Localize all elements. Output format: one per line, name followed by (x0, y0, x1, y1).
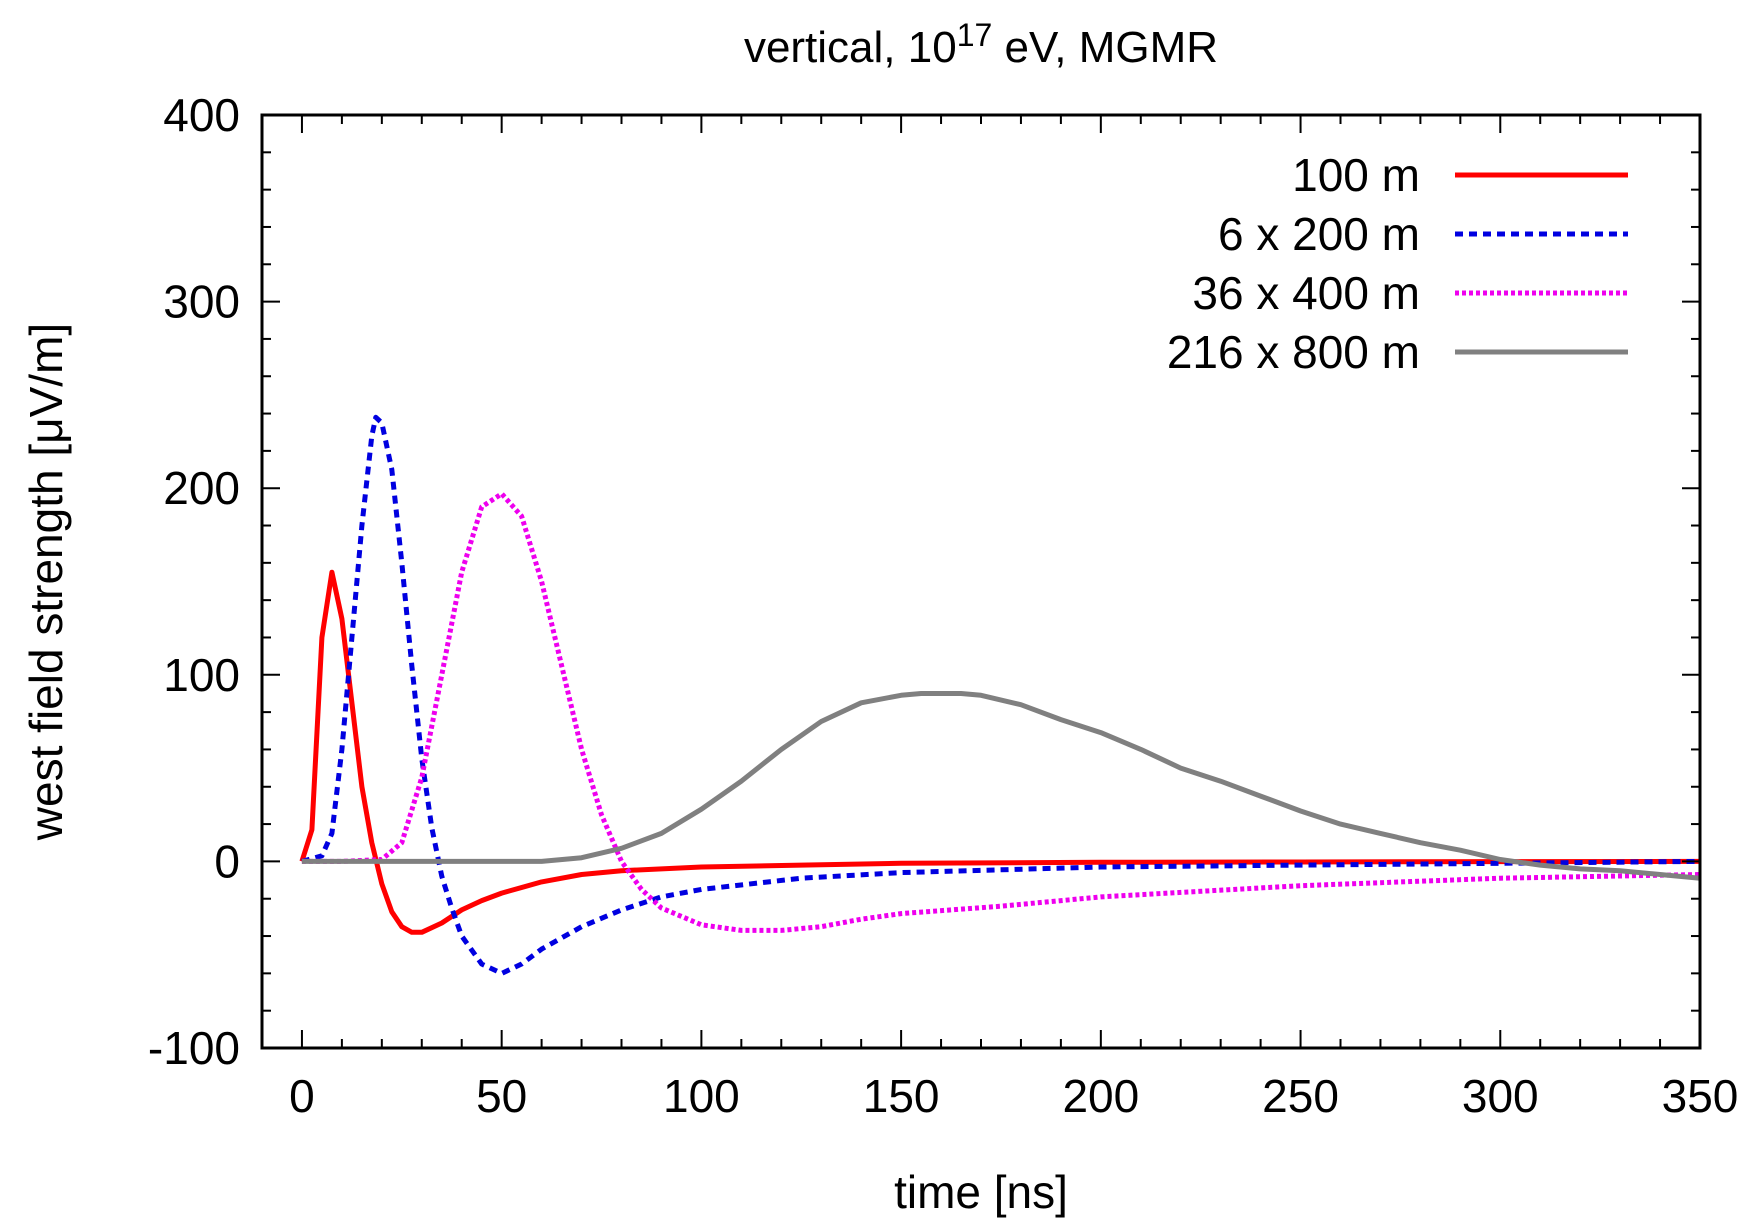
x-tick-label: 0 (289, 1070, 315, 1122)
x-tick-label: 50 (476, 1070, 527, 1122)
y-tick-label: 400 (163, 89, 240, 141)
plot-frame (260, 113, 1702, 1050)
x-tick-label: 300 (1462, 1070, 1539, 1122)
tick-labels: 0 50 100 150 200 250 300 350 -100 0 100 200 300 400 (148, 89, 1738, 1122)
legend-label: 36 x 400 m (1192, 267, 1420, 319)
x-tick-label: 100 (663, 1070, 740, 1122)
chart-title-prefix: vertical, 10 (744, 23, 957, 72)
y-tick-label: -100 (148, 1022, 240, 1074)
legend: 100 m 6 x 200 m 36 x 400 m 216 x 800 m (1167, 149, 1628, 378)
legend-label: 6 x 200 m (1218, 208, 1420, 260)
x-tick-label: 350 (1662, 1070, 1739, 1122)
series-line-3 (301, 691, 1701, 881)
series-line-0 (299, 569, 1701, 935)
chart-title-suffix: eV, MGMR (992, 23, 1218, 72)
series-line-1 (301, 414, 1701, 976)
y-tick-label: 100 (163, 649, 240, 701)
chart-title: vertical, 1017 eV, MGMR (744, 17, 1218, 72)
series-line-2 (301, 491, 1701, 933)
y-tick-label: 300 (163, 276, 240, 328)
y-tick-label: 0 (214, 835, 240, 887)
y-tick-label: 200 (163, 462, 240, 514)
legend-label: 100 m (1292, 149, 1420, 201)
x-tick-label: 200 (1062, 1070, 1139, 1122)
y-axis-label: west field strength [μV/m] (20, 323, 72, 841)
x-tick-label: 250 (1262, 1070, 1339, 1122)
axis-ticks (261, 114, 1701, 1049)
plot-lines (299, 414, 1701, 976)
chart-title-superscript: 17 (957, 17, 993, 53)
legend-label: 216 x 800 m (1167, 326, 1420, 378)
x-tick-label: 150 (863, 1070, 940, 1122)
x-axis-label: time [ns] (894, 1166, 1068, 1218)
